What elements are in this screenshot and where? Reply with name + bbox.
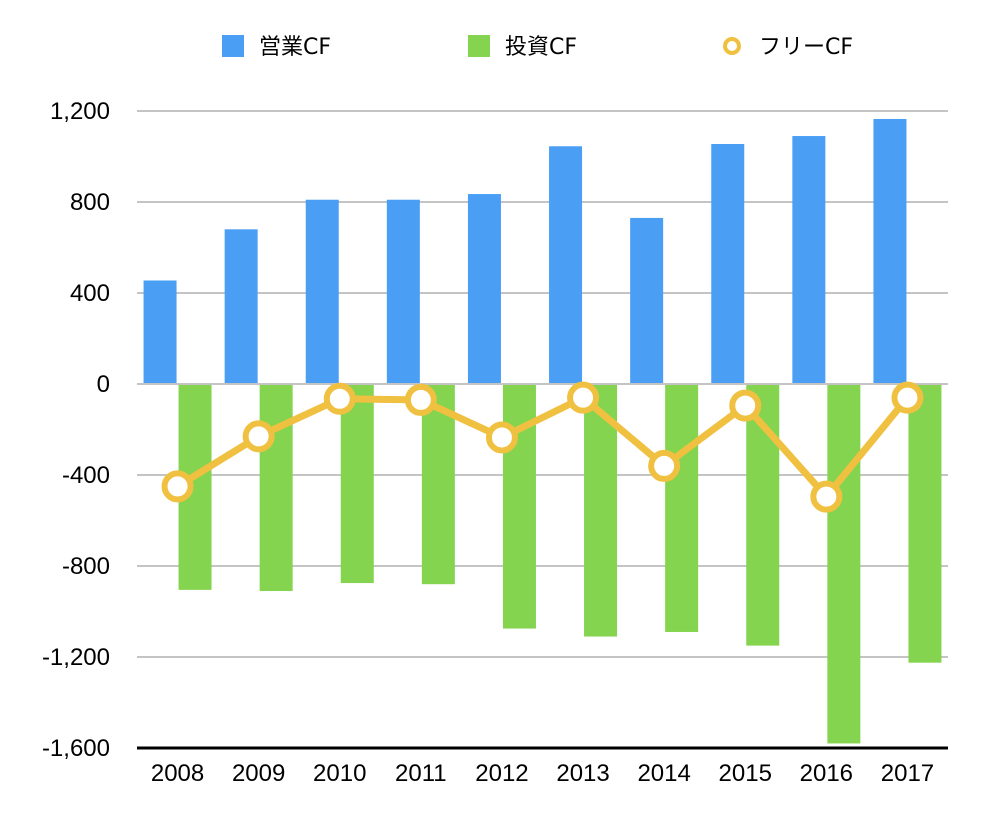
y-tick-label: 400 — [70, 280, 110, 307]
bar-operating-cf — [711, 143, 745, 384]
free-cf-line-series — [161, 381, 924, 513]
legend-swatch — [468, 35, 490, 57]
bar-operating-cf — [792, 136, 826, 384]
y-tick-label: 800 — [70, 189, 110, 216]
x-tick-label: 2016 — [800, 760, 853, 787]
y-tick-label: -1,200 — [42, 644, 110, 671]
free-cf-point — [729, 389, 762, 422]
bar-investing-cf — [421, 384, 455, 585]
free-cf-point — [810, 480, 843, 513]
bar-operating-cf — [143, 280, 177, 384]
x-tick-labels: 2008 2009 2010 2011 2012 2013 2014 2015 2016 2017 — [151, 760, 934, 787]
free-cf-point — [242, 420, 275, 453]
free-cf-point — [485, 421, 518, 454]
bar-investing-cf — [665, 384, 699, 632]
bar-operating-cf — [386, 199, 420, 384]
legend: 営業CF 投資CF フリーCF — [222, 35, 853, 60]
y-tick-label: -1,600 — [42, 735, 110, 762]
bar-operating-cf — [549, 146, 583, 384]
bar-operating-cf — [305, 199, 339, 384]
free-cf-point — [891, 381, 924, 414]
bar-operating-cf — [630, 217, 664, 384]
bar-operating-cf — [224, 229, 258, 384]
y-tick-label: 0 — [97, 371, 110, 398]
x-tick-label: 2017 — [881, 760, 934, 787]
legend-label: 営業CF — [259, 35, 331, 60]
legend-swatch — [222, 35, 244, 57]
x-tick-label: 2009 — [232, 760, 285, 787]
x-tick-label: 2015 — [719, 760, 772, 787]
y-tick-label: -400 — [62, 462, 110, 489]
x-tick-label: 2014 — [637, 760, 690, 787]
legend-label: 投資CF — [505, 35, 577, 60]
free-cf-point — [648, 449, 681, 482]
legend-investing-cf: 投資CF — [468, 35, 577, 60]
y-tick-label: -800 — [62, 553, 110, 580]
bar-investing-cf — [908, 384, 942, 663]
free-cf-point — [323, 382, 356, 415]
x-tick-label: 2013 — [556, 760, 609, 787]
bar-operating-cf — [873, 118, 907, 385]
x-tick-label: 2011 — [395, 760, 447, 787]
free-cf-line — [174, 394, 911, 501]
free-cf-point — [161, 470, 194, 503]
axes — [137, 383, 948, 750]
y-tick-label: 1,200 — [50, 98, 110, 125]
x-tick-label: 2008 — [151, 760, 204, 787]
legend-operating-cf: 営業CF — [222, 35, 331, 60]
x-tick-label: 2010 — [313, 760, 366, 787]
y-tick-labels: 1,200 800 400 0 -400 -800 -1,200 -1,600 — [42, 98, 110, 762]
legend-label: フリーCF — [759, 35, 853, 60]
bar-investing-cf — [259, 384, 293, 592]
free-cf-point — [404, 383, 437, 416]
legend-marker — [723, 37, 741, 55]
x-tick-label: 2012 — [475, 760, 528, 787]
bar-investing-cf — [827, 384, 861, 744]
legend-free-cf: フリーCF — [723, 35, 853, 60]
bar-investing-cf — [340, 384, 374, 584]
free-cf-point — [567, 381, 600, 414]
bar-marks — [143, 118, 942, 744]
bar-operating-cf — [467, 194, 501, 384]
